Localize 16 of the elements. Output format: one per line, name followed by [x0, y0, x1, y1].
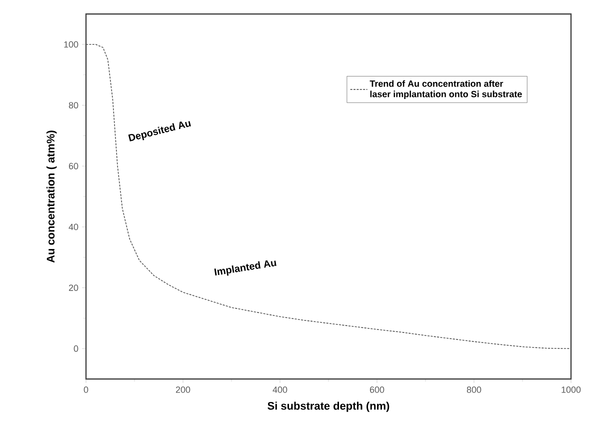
y-tick-label: 40 [68, 224, 78, 230]
x-tick-label: 800 [466, 386, 482, 393]
x-tick-label: 400 [272, 386, 288, 393]
y-tick-label: 100 [64, 41, 78, 48]
x-tick-label: 1000 [562, 386, 581, 393]
annotation: Implanted Au [214, 260, 276, 276]
y-tick-label: 20 [68, 284, 78, 291]
y-axis-title: Au concentration ( atm%) [46, 130, 57, 263]
y-tick-label: 0 [74, 345, 78, 352]
x-tick-label: 0 [84, 386, 88, 393]
x-tick-label: 600 [370, 386, 384, 393]
y-tick-label: 60 [68, 162, 78, 170]
legend-label: Trend of Au concentration after laser implantation onto Si substrate [370, 80, 522, 100]
x-tick-label: 200 [176, 386, 190, 393]
x-axis-title: Si substrate depth (nm) [268, 402, 390, 412]
y-tick-label: 80 [68, 102, 78, 108]
